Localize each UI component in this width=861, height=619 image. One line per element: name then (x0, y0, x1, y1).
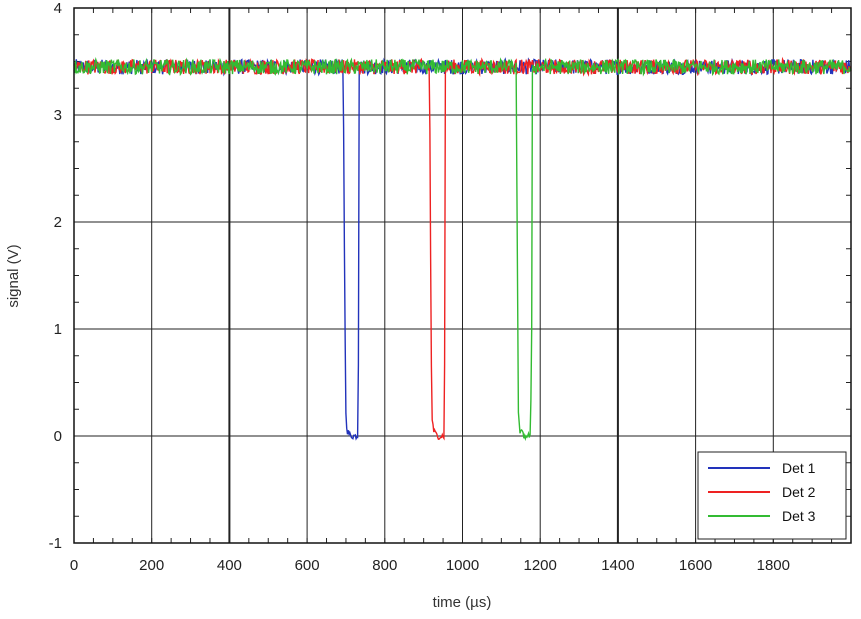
legend-label: Det 2 (782, 484, 816, 500)
legend: Det 1 Det 2 Det 3 (697, 451, 847, 540)
x-tick-label: 0 (70, 557, 78, 574)
x-tick-label: 200 (139, 557, 164, 574)
minor-ticks (73, 7, 852, 544)
legend-box (697, 451, 847, 540)
series-line-det-3 (73, 57, 852, 442)
x-tick-label: 1400 (601, 557, 634, 574)
legend-entries: Det 1 Det 2 Det 3 (708, 460, 816, 524)
legend-label: Det 1 (782, 460, 816, 476)
x-tick-label: 800 (372, 557, 397, 574)
y-tick-label: 4 (54, 0, 62, 17)
y-tick-label: 3 (54, 107, 62, 124)
y-tick-label: 0 (54, 428, 62, 445)
grid (74, 8, 851, 543)
x-tick-label: 1200 (524, 557, 557, 574)
x-tick-label: 400 (217, 557, 242, 574)
y-tick-label: 2 (54, 214, 62, 231)
plot-frame (73, 7, 852, 544)
x-axis-label: time (µs) (433, 594, 492, 611)
y-tick-labels: -1 0 1 2 3 4 (49, 0, 62, 552)
x-tick-labels: 0 200 400 600 800 1000 1200 1400 1600 1800 (70, 557, 790, 574)
legend-label: Det 3 (782, 508, 816, 524)
y-axis-label: signal (V) (5, 244, 22, 307)
x-tick-label: 600 (295, 557, 320, 574)
x-tick-label: 1800 (757, 557, 790, 574)
traces (73, 56, 852, 442)
x-tick-label: 1600 (679, 557, 712, 574)
x-tick-label: 1000 (446, 557, 479, 574)
y-tick-label: -1 (49, 535, 62, 552)
y-tick-label: 1 (54, 321, 62, 338)
